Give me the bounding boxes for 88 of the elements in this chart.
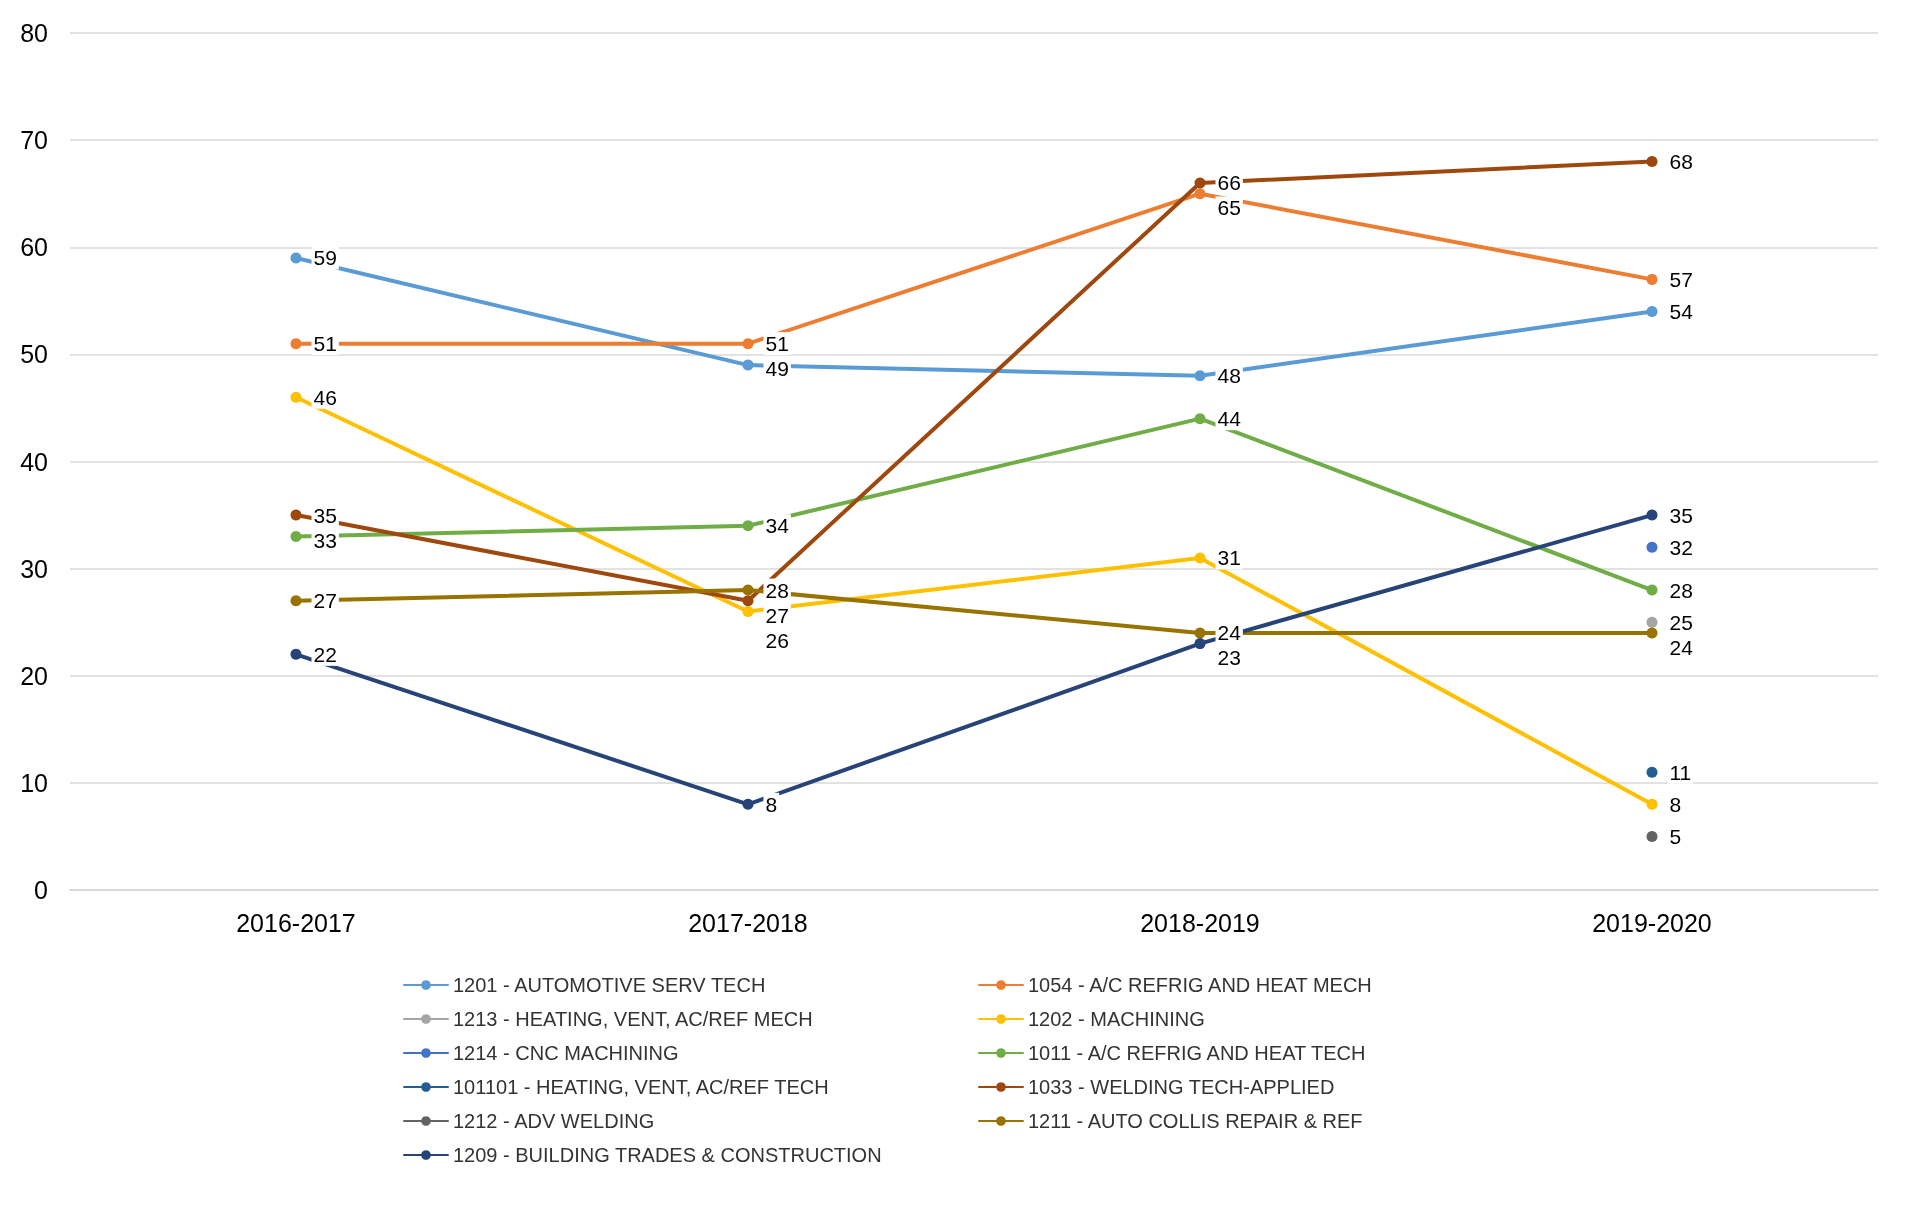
legend-label: 1213 - HEATING, VENT, AC/REF MECH [453, 1008, 813, 1030]
legend-label: 101101 - HEATING, VENT, AC/REF TECH [453, 1076, 829, 1098]
point [1646, 584, 1658, 596]
point [742, 798, 754, 810]
data-label: 28 [765, 578, 789, 602]
legend-label: 1209 - BUILDING TRADES & CONSTRUCTION [453, 1144, 882, 1166]
y-tick-label: 30 [20, 554, 48, 583]
data-label: 35 [313, 503, 337, 527]
point [1646, 306, 1658, 318]
point [742, 520, 754, 532]
x-tick-label: 2016-2017 [236, 908, 356, 937]
point [290, 391, 302, 403]
y-tick-label: 20 [20, 661, 48, 690]
data-label: 35 [1669, 503, 1693, 527]
data-label: 8 [765, 792, 778, 816]
legend-label: 1202 - MACHINING [1028, 1008, 1205, 1030]
x-tick-label: 2019-2020 [1592, 908, 1712, 937]
data-label: 44 [1217, 407, 1242, 431]
y-tick-label: 50 [20, 340, 48, 369]
point [1194, 627, 1206, 639]
y-tick-label: 40 [20, 447, 48, 476]
point [1646, 766, 1658, 778]
point [742, 338, 754, 350]
data-label: 8 [1669, 792, 1682, 816]
data-label: 27 [765, 603, 789, 627]
y-tick-label: 70 [20, 126, 48, 155]
data-label: 27 [313, 589, 337, 613]
y-tick-label: 80 [20, 19, 48, 47]
point [290, 509, 302, 521]
point [1194, 177, 1206, 189]
data-label: 51 [765, 332, 789, 356]
data-label: 23 [1217, 646, 1241, 670]
point [1194, 370, 1206, 382]
point [742, 584, 754, 596]
legend-label: 1211 - AUTO COLLIS REPAIR & REF [1028, 1110, 1363, 1132]
data-label: 34 [765, 514, 790, 538]
data-label: 28 [1669, 578, 1693, 602]
point [742, 605, 754, 617]
data-label: 68 [1669, 150, 1693, 174]
data-label: 26 [765, 628, 789, 652]
legend-label: 1212 - ADV WELDING [453, 1110, 655, 1132]
point [290, 338, 302, 350]
data-label: 66 [1217, 171, 1241, 195]
point [1646, 616, 1658, 628]
point [1646, 830, 1658, 842]
point [1646, 627, 1658, 639]
legend-label: 1033 - WELDING TECH-APPLIED [1028, 1076, 1335, 1098]
x-tick-label: 2018-2019 [1140, 908, 1260, 937]
point [1194, 413, 1206, 425]
point [290, 595, 302, 607]
point [290, 648, 302, 660]
y-tick-label: 10 [20, 768, 48, 797]
data-label: 24 [1669, 635, 1694, 659]
point [742, 595, 754, 607]
data-label: 57 [1669, 267, 1693, 291]
point [1194, 552, 1206, 564]
data-label: 48 [1217, 364, 1241, 388]
legend-label: 1011 - A/C REFRIG AND HEAT TECH [1028, 1042, 1366, 1064]
point [290, 530, 302, 542]
point [1646, 273, 1658, 285]
point [742, 359, 754, 371]
point [290, 252, 302, 264]
data-label: 49 [765, 357, 789, 381]
point [1646, 509, 1658, 521]
point [1646, 541, 1658, 553]
y-tick-label: 0 [34, 876, 48, 904]
point [1646, 156, 1658, 168]
data-label: 5 [1669, 824, 1682, 848]
legend-label: 1201 - AUTOMOTIVE SERV TECH [453, 974, 766, 996]
point [1646, 798, 1658, 810]
data-label: 59 [313, 246, 337, 270]
y-tick-label: 60 [20, 233, 48, 262]
legend-label: 1214 - CNC MACHINING [453, 1042, 679, 1064]
data-label: 65 [1217, 196, 1241, 220]
data-label: 31 [1217, 546, 1241, 570]
data-label: 46 [313, 385, 337, 409]
data-label: 33 [313, 528, 337, 552]
data-label: 32 [1669, 535, 1693, 559]
point [1194, 188, 1206, 200]
data-label: 11 [1669, 760, 1692, 784]
data-label: 54 [1669, 300, 1694, 324]
data-label: 25 [1669, 610, 1693, 634]
x-tick-label: 2017-2018 [688, 908, 808, 937]
point [1194, 638, 1206, 650]
data-label: 24 [1217, 621, 1242, 645]
data-label: 51 [313, 332, 337, 356]
legend-label: 1054 - A/C REFRIG AND HEAT MECH [1028, 974, 1372, 996]
data-label: 22 [313, 642, 337, 666]
